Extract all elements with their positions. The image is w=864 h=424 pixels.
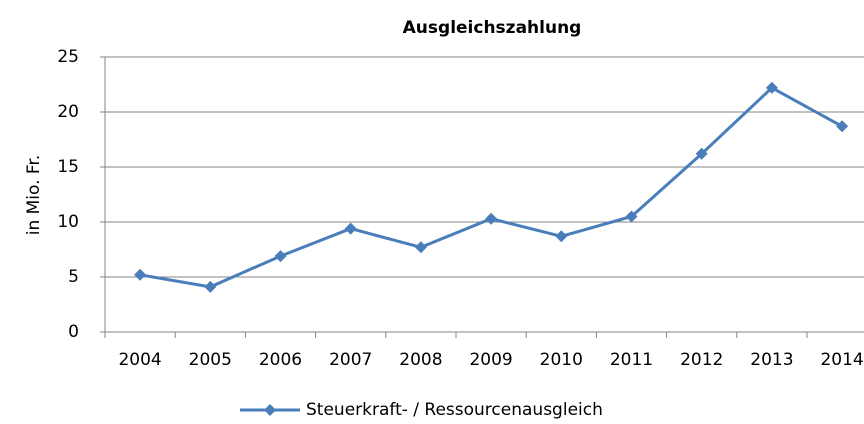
marker — [414, 241, 427, 254]
line — [139, 85, 843, 289]
marker — [204, 280, 217, 293]
marker — [765, 81, 778, 94]
y-tick-label: 15 — [57, 157, 79, 177]
y-axis-label: in Mio. Fr. — [24, 155, 44, 236]
marker — [625, 210, 638, 223]
chart-title: Ausgleichszahlung — [403, 18, 582, 38]
y-tick-label: 5 — [68, 267, 79, 287]
y-tick-label: 0 — [68, 322, 79, 342]
legend-label: Steuerkraft- / Ressourcenausgleich — [306, 400, 603, 420]
marker — [134, 268, 147, 281]
x-tick-label: 2004 — [118, 350, 161, 370]
x-tick-label: 2012 — [680, 350, 723, 370]
x-tick-label: 2010 — [540, 350, 583, 370]
x-tick-label: 2005 — [189, 350, 232, 370]
x-tick-label: 2013 — [750, 350, 793, 370]
y-tick-label: 25 — [57, 47, 79, 67]
x-tick-label: 2011 — [610, 350, 653, 370]
y-tick-label: 20 — [57, 102, 79, 122]
x-tick-label: 2008 — [399, 350, 442, 370]
x-tick-label: 2007 — [329, 350, 372, 370]
x-tick-label: 2009 — [469, 350, 512, 370]
marker — [836, 120, 849, 133]
legend-marker — [264, 404, 276, 416]
marker — [274, 250, 287, 263]
marker — [485, 212, 498, 225]
y-tick-label: 10 — [57, 212, 79, 232]
x-tick-label: 2006 — [259, 350, 302, 370]
marker — [344, 222, 357, 235]
marker — [695, 147, 708, 160]
marker — [555, 230, 568, 243]
x-tick-label: 2014 — [820, 350, 863, 370]
